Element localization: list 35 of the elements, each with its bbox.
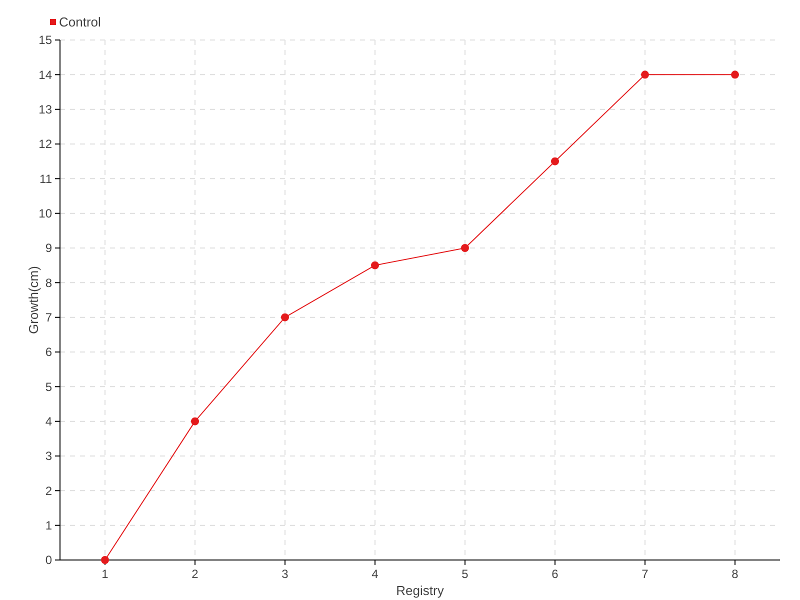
y-tick-label: 1 [45, 518, 52, 533]
y-tick-label: 4 [45, 414, 52, 429]
y-axis-title: Growth(cm) [26, 266, 41, 334]
x-tick-label: 5 [462, 567, 469, 581]
y-tick-label: 5 [45, 380, 52, 394]
x-tick-label: 3 [282, 567, 289, 581]
y-tick-label: 7 [45, 310, 52, 325]
point [551, 157, 559, 166]
y-tick-label: 2 [45, 484, 52, 498]
y-tick-label: 9 [45, 241, 52, 256]
y-tick-label: 13 [38, 102, 52, 117]
y-tick-label: 14 [38, 68, 52, 82]
y-tick-label: 10 [38, 206, 52, 221]
legend-label: Control [59, 14, 102, 30]
y-tick-label: 8 [45, 276, 52, 290]
x-tick-label: 4 [372, 567, 379, 581]
x-axis-title: Registry [396, 583, 444, 598]
point [191, 417, 199, 426]
point [641, 70, 649, 79]
point [731, 70, 739, 79]
x-tick-label: 6 [552, 567, 559, 581]
point [101, 556, 109, 564]
point [281, 313, 289, 322]
y-tick-label: 0 [45, 553, 52, 568]
x-tick-label: 7 [642, 567, 649, 581]
y-tick-label: 6 [45, 345, 52, 360]
x-tick-label: 1 [102, 567, 109, 581]
x-tick-label: 8 [732, 567, 739, 581]
y-tick-label: 15 [38, 33, 52, 48]
y-tick-label: 11 [40, 172, 52, 186]
y-tick-label: 3 [45, 449, 52, 464]
y-tick-label: 12 [38, 137, 52, 152]
x-tick-label: 2 [192, 567, 199, 581]
point [371, 261, 379, 270]
point [461, 244, 469, 252]
